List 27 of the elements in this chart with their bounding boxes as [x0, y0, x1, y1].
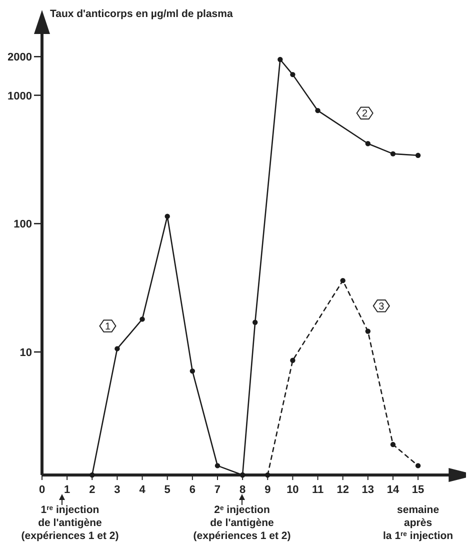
- x-tick-label: 10: [286, 484, 299, 496]
- x-axis-title: semaine après la 1$^{re}$ injection: [383, 504, 454, 542]
- x-tick-label: 3: [114, 484, 120, 496]
- series-label: 2: [362, 108, 368, 120]
- x-tick-label: 13: [362, 484, 374, 496]
- x-tick-label: 15: [412, 484, 424, 496]
- text: 1$^{re}$ injection de l'antigène (expériences 1 et 2): [21, 504, 119, 542]
- x-tick-label: 0: [38, 484, 46, 496]
- x-tick-label: 12: [336, 484, 349, 496]
- x-tick-label: 2: [89, 484, 96, 496]
- y-tick-label: 2000: [8, 52, 32, 64]
- x-tick-label: 7: [214, 484, 221, 496]
- x-tick-label: 14: [386, 484, 400, 496]
- x-tick-label: 5: [164, 484, 170, 496]
- y-tick-label: 1000: [8, 90, 32, 102]
- y-tick-label: 10: [20, 346, 32, 359]
- text: 2$^{e}$ injection de l'antigène (expériences 1 et 2): [193, 504, 291, 542]
- x-tick-label: 9: [264, 484, 271, 496]
- x-tick-label: 11: [312, 484, 324, 496]
- y-axis-title: Taux d'anticorps en µg/ml de plasma: [50, 8, 233, 20]
- x-tick-label: 6: [189, 484, 196, 496]
- x-tick-label: 1: [64, 484, 70, 496]
- series-label: 1: [104, 321, 111, 332]
- y-tick-label: 100: [14, 218, 32, 231]
- series-label: 3: [378, 301, 385, 312]
- x-tick-label: 4: [139, 484, 146, 496]
- x-tick-label: 8: [239, 484, 246, 496]
